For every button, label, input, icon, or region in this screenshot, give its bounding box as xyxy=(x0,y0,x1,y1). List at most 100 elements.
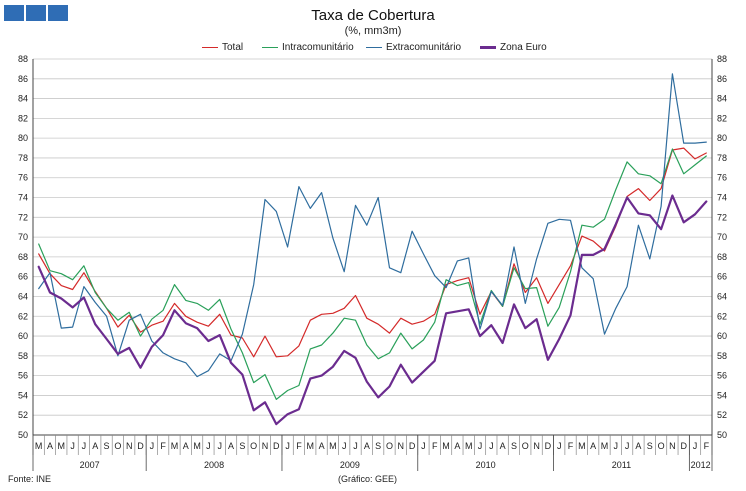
x-tick-label-53: A xyxy=(635,441,641,451)
series-line-total xyxy=(38,147,707,358)
y-tick-right-80: 80 xyxy=(717,133,727,143)
axes: 50 50 52 52 54 54 56 56 58 58 60 60 62 62 64 64 66 66 68 68… xyxy=(18,54,727,471)
legend-item-intracomunitario: Intracomunitário xyxy=(262,42,354,53)
x-tick-label-36: M xyxy=(442,441,450,451)
y-tick-right-78: 78 xyxy=(717,153,727,163)
series-line-zona-euro xyxy=(37,194,708,426)
legend-swatch-total xyxy=(202,46,218,48)
legend-label-extracomunitario: Extracomunitário xyxy=(386,42,462,53)
year-label-2008: 2008 xyxy=(204,460,224,470)
y-tick-left-80: 80 xyxy=(18,133,28,143)
x-tick-label-32: N xyxy=(398,441,405,451)
x-tick-label-45: D xyxy=(545,441,552,451)
legend-item-total: Total xyxy=(202,42,243,53)
x-tick-label-39: J xyxy=(478,441,483,451)
x-tick-label-33: D xyxy=(409,441,416,451)
y-tick-left-60: 60 xyxy=(18,331,28,341)
x-tick-label-54: S xyxy=(647,441,653,451)
x-tick-label-24: M xyxy=(307,441,315,451)
y-tick-right-70: 70 xyxy=(717,232,727,242)
logo-block-2 xyxy=(26,5,46,21)
x-tick-label-28: J xyxy=(353,441,358,451)
series-line-intracomunit-rio xyxy=(38,148,707,400)
x-tick-label-35: F xyxy=(432,441,438,451)
y-tick-left-84: 84 xyxy=(18,94,28,104)
x-tick-label-7: O xyxy=(114,441,121,451)
x-tick-label-58: J xyxy=(693,441,698,451)
y-tick-right-76: 76 xyxy=(717,173,727,183)
x-tick-label-21: D xyxy=(273,441,280,451)
x-tick-label-1: A xyxy=(47,441,53,451)
x-tick-label-57: D xyxy=(680,441,687,451)
y-tick-left-62: 62 xyxy=(18,311,28,321)
x-tick-label-37: A xyxy=(454,441,460,451)
x-tick-label-46: J xyxy=(557,441,562,451)
x-tick-label-23: F xyxy=(296,441,302,451)
y-tick-right-60: 60 xyxy=(717,331,727,341)
chart-title: Taxa de Cobertura xyxy=(311,7,435,24)
y-tick-left-56: 56 xyxy=(18,371,28,381)
x-tick-label-9: D xyxy=(137,441,144,451)
x-tick-label-10: J xyxy=(150,441,155,451)
y-tick-right-84: 84 xyxy=(717,94,727,104)
gridlines xyxy=(33,58,712,436)
legend-swatch-extracomunitario xyxy=(366,46,382,48)
y-tick-right-74: 74 xyxy=(717,193,727,203)
y-tick-right-56: 56 xyxy=(717,371,727,381)
legend-label-total: Total xyxy=(222,42,244,53)
x-tick-label-41: A xyxy=(500,441,506,451)
series-line-extracomunit-rio xyxy=(38,73,707,378)
y-tick-left-68: 68 xyxy=(18,252,28,262)
legend-swatch-intracomunitario xyxy=(262,46,278,48)
year-label-2011: 2011 xyxy=(612,460,631,470)
x-tick-label-4: J xyxy=(82,441,87,451)
logo-block-1 xyxy=(4,5,24,21)
y-tick-right-58: 58 xyxy=(717,351,727,361)
source-note: Fonte: INE xyxy=(8,474,52,484)
x-tick-label-52: J xyxy=(625,441,630,451)
y-tick-right-64: 64 xyxy=(717,291,727,301)
series-lines xyxy=(37,73,708,426)
y-tick-right-52: 52 xyxy=(717,410,727,420)
x-tick-label-59: F xyxy=(704,441,710,451)
x-tick-label-19: O xyxy=(250,441,257,451)
x-tick-label-49: A xyxy=(590,441,596,451)
x-tick-label-14: M xyxy=(193,441,201,451)
x-tick-label-6: S xyxy=(104,441,110,451)
x-tick-label-20: N xyxy=(262,441,269,451)
x-tick-label-43: O xyxy=(522,441,529,451)
x-tick-label-44: N xyxy=(533,441,540,451)
x-tick-label-29: A xyxy=(364,441,370,451)
y-tick-right-66: 66 xyxy=(717,272,727,282)
year-label-2012: 2012 xyxy=(691,460,711,470)
x-tick-label-16: J xyxy=(217,441,222,451)
x-tick-label-13: A xyxy=(183,441,189,451)
x-tick-label-12: M xyxy=(171,441,179,451)
legend-label-zona-euro: Zona Euro xyxy=(500,42,547,53)
x-tick-label-22: J xyxy=(285,441,290,451)
x-tick-label-31: O xyxy=(386,441,393,451)
legend-item-extracomunitario: Extracomunitário xyxy=(366,42,461,53)
x-tick-label-55: O xyxy=(658,441,665,451)
x-tick-label-3: J xyxy=(70,441,75,451)
x-tick-label-47: F xyxy=(568,441,574,451)
y-tick-right-82: 82 xyxy=(717,113,727,123)
y-tick-right-62: 62 xyxy=(717,311,727,321)
legend-label-intracomunitario: Intracomunitário xyxy=(282,42,354,53)
x-tick-label-51: J xyxy=(614,441,619,451)
legend: Total Intracomunitário Extracomunitário … xyxy=(0,42,746,56)
y-tick-left-58: 58 xyxy=(18,351,28,361)
credit-note: (Gráfico: GEE) xyxy=(338,474,398,484)
x-tick-label-26: M xyxy=(329,441,337,451)
y-tick-left-78: 78 xyxy=(18,153,28,163)
y-tick-left-64: 64 xyxy=(18,291,28,301)
y-tick-left-86: 86 xyxy=(18,74,28,84)
x-tick-label-40: J xyxy=(489,441,494,451)
x-tick-label-56: N xyxy=(669,441,676,451)
y-tick-left-88: 88 xyxy=(18,54,28,64)
y-tick-right-50: 50 xyxy=(717,430,727,440)
y-tick-left-82: 82 xyxy=(18,113,28,123)
chart-subtitle: (%, mm3m) xyxy=(344,25,402,37)
x-tick-label-17: A xyxy=(228,441,234,451)
